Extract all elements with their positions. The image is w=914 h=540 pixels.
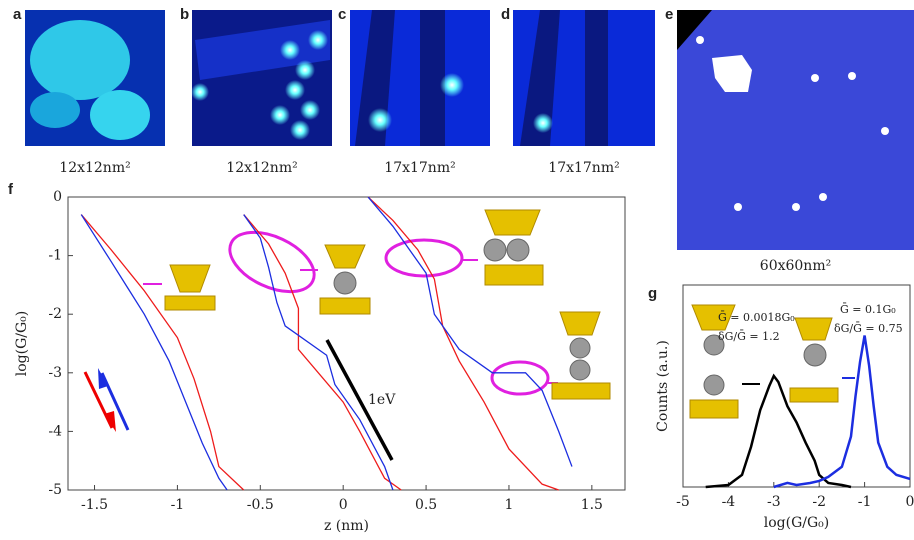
y-tick-label: -3	[48, 365, 62, 381]
y-axis-label: log(G/G₀)	[14, 311, 30, 377]
x-tick-label: -2	[812, 494, 826, 510]
stm-image-e	[677, 10, 914, 250]
figure: a 12x12nm² b 12x12nm² c 17x17nm² d 17x17nm² e 60x…	[0, 0, 914, 540]
x-tick-label: 0.5	[415, 497, 437, 513]
x-tick-label: 0	[906, 494, 914, 510]
image-caption: 60x60nm²	[760, 258, 831, 274]
y-tick-label: -2	[48, 306, 62, 322]
panel-letter: g	[648, 285, 657, 302]
panel-letter: d	[501, 6, 510, 23]
stm-image-a	[25, 10, 165, 146]
panel-letter: b	[180, 6, 189, 23]
image-caption: 12x12nm²	[226, 160, 297, 176]
y-tick-label: 0	[53, 189, 62, 205]
image-caption: 17x17nm²	[548, 160, 619, 176]
annotation: δG/Ḡ = 1.2	[718, 329, 780, 343]
x-axis-label: log(G/G₀)	[764, 515, 830, 531]
y-tick-label: -4	[48, 423, 62, 439]
x-tick-label: -3	[767, 494, 781, 510]
y-axis-label: Counts (a.u.)	[655, 340, 671, 432]
series-line	[81, 215, 243, 490]
x-tick-label: -1	[171, 497, 185, 513]
panel-letter: c	[338, 6, 346, 23]
series-line	[774, 336, 910, 488]
x-tick-label: 0	[339, 497, 348, 513]
x-axis-label: z (nm)	[324, 518, 369, 534]
stm-image-d	[513, 10, 655, 146]
x-tick-label: -1.5	[81, 497, 108, 513]
annotation: δG/Ḡ = 0.75	[834, 321, 903, 335]
y-tick-label: -1	[48, 248, 62, 264]
panel-letter: e	[665, 6, 673, 23]
series-line	[368, 197, 572, 467]
x-tick-label: -1	[858, 494, 872, 510]
image-caption: 17x17nm²	[384, 160, 455, 176]
stm-image-b	[191, 10, 332, 146]
x-tick-label: -0.5	[247, 497, 274, 513]
series-line	[368, 197, 559, 490]
annotation: 1eV	[368, 392, 396, 408]
x-tick-label: 1	[504, 497, 513, 513]
panel-letter: a	[13, 6, 22, 23]
annotation: Ḡ = 0.0018G₀	[718, 310, 795, 324]
series-line	[81, 215, 227, 490]
panel-letter: f	[8, 181, 14, 198]
x-tick-label: -4	[722, 494, 736, 510]
image-caption: 12x12nm²	[59, 160, 130, 176]
series-line	[244, 215, 393, 490]
y-tick-label: -5	[48, 482, 62, 498]
x-tick-label: 1.5	[581, 497, 603, 513]
annotation: Ḡ = 0.1G₀	[840, 302, 896, 316]
x-tick-label: -5	[676, 494, 690, 510]
stm-image-c	[350, 10, 490, 146]
plot-frame	[68, 197, 625, 490]
